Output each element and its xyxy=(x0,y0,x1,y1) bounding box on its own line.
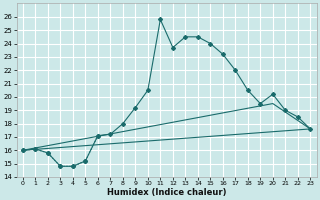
X-axis label: Humidex (Indice chaleur): Humidex (Indice chaleur) xyxy=(107,188,226,197)
